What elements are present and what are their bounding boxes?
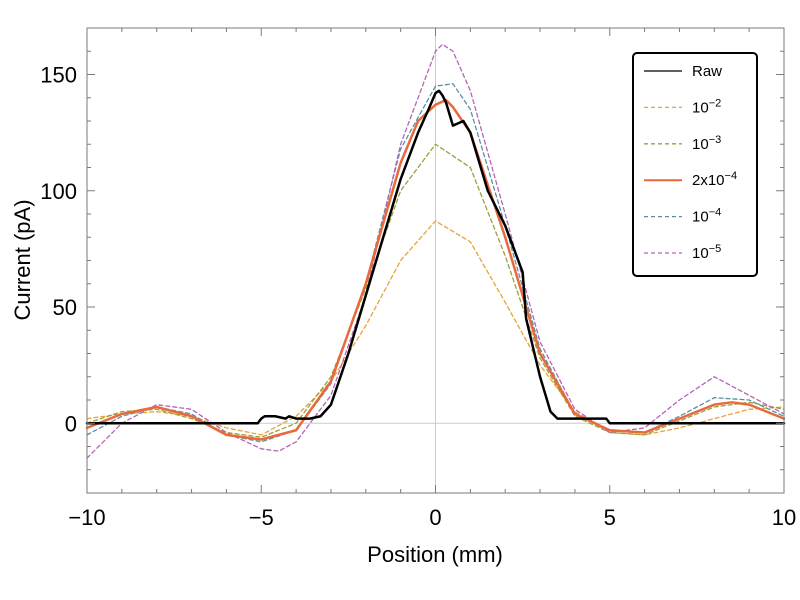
y-axis-title: Current (pA) [10,199,35,320]
x-tick-label: 10 [772,505,796,530]
y-tick-label: 0 [65,411,77,436]
legend: Raw 10−2 10−3 2x10−4 10−4 10−5 [632,52,758,277]
series-line-5 [86,43,785,459]
legend-label-4: 10−4 [692,207,721,226]
series-layer [85,43,786,459]
legend-label-2: 10−3 [692,134,721,153]
x-tick-label: −5 [249,505,274,530]
y-tick-label: 150 [40,63,77,88]
x-tick-label: −10 [68,505,105,530]
series-line-1 [86,220,785,436]
x-ticks: −10 −5 0 5 10 [68,28,796,530]
x-tick-label: 5 [604,505,616,530]
legend-label-1: 10−2 [692,97,721,116]
series-line-0 [85,89,786,425]
y-tick-label: 50 [53,295,77,320]
legend-label-0: Raw [692,63,722,80]
legend-label-5: 10−5 [692,243,721,262]
legend-label-3: 2x10−4 [692,170,737,189]
y-ticks: 0 50 100 150 [40,50,784,471]
legend-box [632,52,758,277]
y-tick-label: 100 [40,179,77,204]
x-tick-label: 0 [429,505,441,530]
x-axis-title: Position (mm) [367,542,503,567]
legend-entries: Raw 10−2 10−3 2x10−4 10−4 10−5 [644,63,737,262]
